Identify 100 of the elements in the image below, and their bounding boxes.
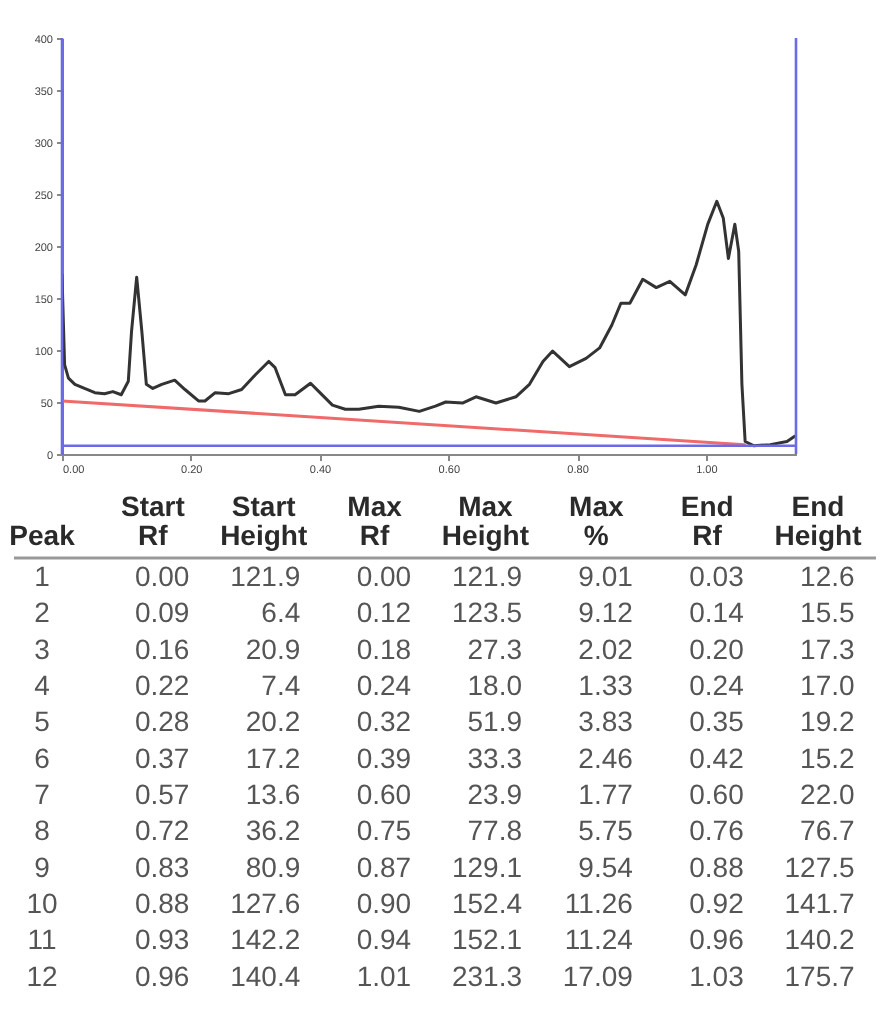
x-tick-label: Start Rf bbox=[120, 489, 186, 551]
data-label: 1.33 bbox=[578, 669, 634, 702]
data-label: 17.09 bbox=[562, 959, 634, 992]
data-label: 0.90 bbox=[356, 887, 412, 920]
data-label: 231.3 bbox=[451, 959, 523, 992]
data-label: 6.4 bbox=[261, 596, 301, 629]
y-tick-label: 7 bbox=[34, 778, 51, 811]
data-label: 0.37 bbox=[134, 741, 190, 774]
data-label: 0.96 bbox=[134, 959, 190, 992]
y-tick-label: 4 bbox=[34, 669, 51, 702]
data-label: 77.8 bbox=[467, 814, 523, 847]
x-tick-label: Max Height bbox=[441, 489, 530, 551]
data-label: 152.1 bbox=[451, 923, 523, 956]
data-label: 3.83 bbox=[578, 705, 634, 738]
y-tick-label: 10 bbox=[26, 887, 58, 920]
data-label: 0.83 bbox=[134, 850, 190, 883]
data-label: 127.6 bbox=[230, 887, 301, 920]
data-label: 0.03 bbox=[689, 559, 745, 592]
data-label: 0.94 bbox=[356, 923, 412, 956]
data-label: 11.26 bbox=[564, 887, 634, 920]
data-label: 141.7 bbox=[784, 887, 855, 920]
data-label: 0.00 bbox=[356, 559, 412, 592]
data-label: 0.39 bbox=[356, 741, 412, 774]
data-label: 76.7 bbox=[800, 814, 856, 847]
data-label: 0.18 bbox=[356, 632, 412, 665]
data-label: 33.3 bbox=[467, 741, 523, 774]
data-label: 23.9 bbox=[467, 778, 523, 811]
y-tick-label: 3 bbox=[34, 632, 51, 665]
data-label: 121.9 bbox=[230, 559, 301, 592]
data-label: 20.9 bbox=[245, 632, 301, 665]
data-label: 0.87 bbox=[356, 850, 412, 883]
data-label: 0.92 bbox=[689, 887, 745, 920]
data-label: 129.1 bbox=[451, 850, 523, 883]
y-axis-title: Peak bbox=[9, 518, 76, 551]
data-label: 0.20 bbox=[689, 632, 745, 665]
data-label: 127.5 bbox=[784, 850, 855, 883]
data-label: 142.2 bbox=[230, 923, 301, 956]
data-label: 0.42 bbox=[689, 741, 745, 774]
y-tick-label: 8 bbox=[34, 814, 51, 847]
data-label: 0.16 bbox=[134, 632, 190, 665]
x-tick-label: End Rf bbox=[680, 489, 734, 551]
data-label: 9.54 bbox=[578, 850, 634, 883]
data-label: 1.01 bbox=[356, 959, 412, 992]
data-label: 0.14 bbox=[689, 596, 745, 629]
y-tick-label: 5 bbox=[34, 705, 51, 738]
y-tick-label: 6 bbox=[34, 741, 51, 774]
data-label: 0.24 bbox=[689, 669, 745, 702]
data-label: 18.0 bbox=[467, 669, 523, 702]
data-label: 140.2 bbox=[784, 923, 855, 956]
data-label: 0.57 bbox=[134, 778, 190, 811]
data-label: 22.0 bbox=[800, 778, 856, 811]
data-label: 20.2 bbox=[245, 705, 301, 738]
data-label: 2.46 bbox=[578, 741, 634, 774]
data-label: 123.5 bbox=[451, 596, 523, 629]
data-label: 17.0 bbox=[800, 669, 856, 702]
data-label: 0.72 bbox=[134, 814, 190, 847]
data-label: 0.22 bbox=[134, 669, 190, 702]
data-label: 0.96 bbox=[689, 923, 745, 956]
data-label: 12.6 bbox=[800, 559, 856, 592]
data-label: 51.9 bbox=[467, 705, 523, 738]
line-series bbox=[62, 199, 796, 448]
y-tick-label: 9 bbox=[34, 850, 51, 883]
data-label: 140.4 bbox=[230, 959, 301, 992]
x-tick-label: End Height bbox=[774, 489, 863, 551]
y-tick-label: 12 bbox=[26, 959, 58, 992]
data-label: 17.2 bbox=[245, 741, 301, 774]
data-label: 1.77 bbox=[578, 778, 634, 811]
data-label: 0.00 bbox=[134, 559, 190, 592]
data-label: 0.28 bbox=[134, 705, 190, 738]
data-label: 27.3 bbox=[467, 632, 523, 665]
data-label: 80.9 bbox=[245, 850, 301, 883]
data-label: 0.88 bbox=[689, 850, 745, 883]
data-label: 7.4 bbox=[261, 669, 301, 702]
data-label: 1.03 bbox=[689, 959, 745, 992]
x-tick-label: Start Height bbox=[220, 489, 308, 551]
data-label: 5.75 bbox=[578, 814, 634, 847]
data-label: 19.2 bbox=[800, 705, 856, 738]
data-label: 9.01 bbox=[578, 559, 634, 592]
data-label: 0.32 bbox=[356, 705, 412, 738]
data-label: 0.09 bbox=[134, 596, 190, 629]
data-label: 0.24 bbox=[356, 669, 412, 702]
data-label: 9.12 bbox=[578, 596, 634, 629]
data-label: 0.93 bbox=[134, 923, 190, 956]
y-tick-label: 11 bbox=[27, 923, 57, 956]
data-label: 121.9 bbox=[451, 559, 523, 592]
data-label: 0.75 bbox=[356, 814, 412, 847]
y-tick-label: 1 bbox=[34, 559, 51, 592]
data-label: 0.76 bbox=[689, 814, 745, 847]
data-label: 17.3 bbox=[800, 632, 856, 665]
data-label: 13.6 bbox=[245, 778, 301, 811]
data-label: 0.60 bbox=[356, 778, 412, 811]
y-tick-label: 2 bbox=[34, 596, 51, 629]
data-label: 175.7 bbox=[784, 959, 855, 992]
data-label: 0.60 bbox=[689, 778, 745, 811]
data-label: 2.02 bbox=[578, 632, 634, 665]
data-label: 11.24 bbox=[564, 923, 634, 956]
data-label: 0.35 bbox=[689, 705, 745, 738]
data-label: 15.2 bbox=[800, 741, 856, 774]
data-label: 152.4 bbox=[451, 887, 523, 920]
x-tick-label: Max Rf bbox=[347, 489, 403, 551]
